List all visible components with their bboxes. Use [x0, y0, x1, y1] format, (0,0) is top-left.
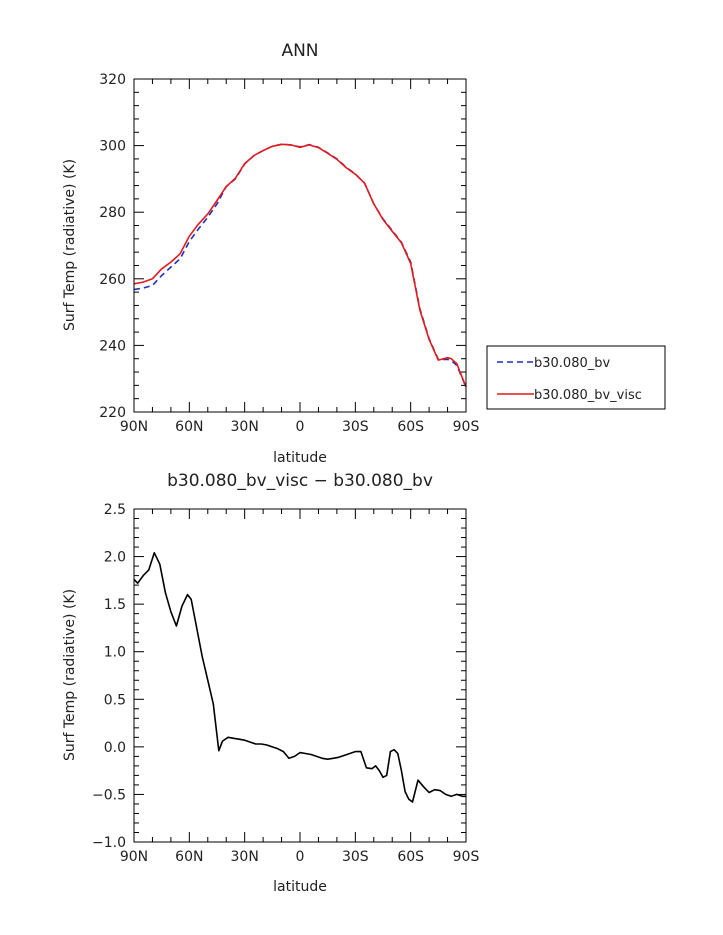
temperature-chart: ANN 90N 60N 30N 0 30S 60S 90S 220 240 260 280 300 32…	[62, 41, 666, 466]
x-tick-label: 60N	[175, 419, 203, 435]
x-tick-label: 30S	[342, 419, 369, 435]
chart-title: ANN	[281, 41, 318, 61]
x-tick-label: 90N	[120, 419, 148, 435]
x-tick-label: 90S	[453, 419, 480, 435]
x-tick-label: 60S	[397, 849, 424, 865]
legend-box	[486, 345, 666, 410]
series-line-b30-080-bv-visc	[133, 143, 467, 388]
y-tick-label: 2.0	[104, 550, 126, 566]
y-tick-label: −0.5	[92, 787, 126, 803]
chart-title: b30.080_bv_visc − b30.080_bv	[167, 471, 433, 491]
y-tick-label: 320	[99, 72, 126, 88]
y-tick-label: −1.0	[92, 835, 126, 851]
series-line-difference	[133, 551, 466, 803]
x-tick-label: 0	[296, 849, 305, 865]
x-tick-label: 90N	[120, 849, 148, 865]
y-tick-label: 1.5	[104, 597, 126, 613]
y-axis-title: Surf Temp (radiative) (K)	[62, 159, 78, 331]
x-tick-label: 30N	[231, 849, 259, 865]
x-axis-title: latitude	[273, 879, 327, 895]
y-tick-label: 240	[99, 338, 126, 354]
legend-label-bv: b30.080_bv	[534, 356, 610, 371]
legend: b30.080_bv b30.080_bv_visc	[486, 345, 666, 410]
y-tick-label: 260	[99, 272, 126, 288]
x-axis-title: latitude	[273, 450, 327, 466]
y-tick-label: 1.0	[104, 645, 126, 661]
y-tick-label: 280	[99, 205, 126, 221]
y-tick-label: 300	[99, 139, 126, 155]
x-tick-label: 60S	[397, 419, 424, 435]
y-tick-label: 0.0	[104, 740, 126, 756]
difference-chart: b30.080_bv_visc − b30.080_bv 90N 60N 30N 0 3…	[62, 471, 479, 895]
ticks: 90N 60N 30N 0 30S 60S 90S 220 240 260 280 300 320	[99, 72, 479, 435]
ticks: 90N 60N 30N 0 30S 60S 90S −1.0 −0.5 0.0 0.5 1.0 1.5 2…	[92, 502, 479, 865]
y-tick-label: 2.5	[104, 502, 126, 518]
plot-content	[133, 551, 466, 803]
y-tick-label: 0.5	[104, 692, 126, 708]
x-tick-label: 0	[296, 419, 305, 435]
y-tick-label: 220	[99, 405, 126, 421]
x-tick-label: 60N	[175, 849, 203, 865]
plot-content	[133, 143, 467, 388]
legend-label-bv-visc: b30.080_bv_visc	[534, 388, 642, 403]
x-tick-label: 90S	[453, 849, 480, 865]
y-axis-title: Surf Temp (radiative) (K)	[62, 589, 78, 761]
x-tick-label: 30S	[342, 849, 369, 865]
x-tick-label: 30N	[231, 419, 259, 435]
